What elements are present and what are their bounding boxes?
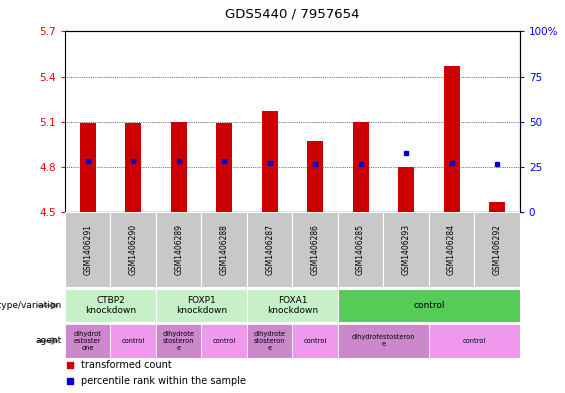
Bar (247, 289, 338, 322)
Bar (111, 212, 156, 287)
Bar (429, 324, 520, 358)
Bar (156, 289, 247, 322)
Bar (353, 122, 368, 212)
Text: GSM1406285: GSM1406285 (356, 224, 365, 275)
Bar (65, 289, 156, 322)
Text: transformed count: transformed count (81, 360, 172, 371)
Text: GSM1406292: GSM1406292 (493, 224, 502, 275)
Text: agent: agent (36, 336, 62, 345)
Text: dihydrot
estoster
one: dihydrot estoster one (74, 331, 102, 351)
Text: percentile rank within the sample: percentile rank within the sample (81, 376, 246, 386)
Text: control: control (212, 338, 236, 344)
Text: control: control (413, 301, 445, 310)
Text: GSM1406293: GSM1406293 (402, 224, 411, 275)
Text: genotype/variation: genotype/variation (0, 301, 62, 310)
Text: GSM1406289: GSM1406289 (174, 224, 183, 275)
Bar (247, 324, 293, 358)
Bar (65, 324, 111, 358)
Bar (65, 212, 111, 287)
Bar (262, 111, 277, 212)
Bar (216, 123, 232, 212)
Text: GSM1406290: GSM1406290 (129, 224, 138, 275)
Text: GSM1406284: GSM1406284 (447, 224, 456, 275)
Text: FOXA1
knockdown: FOXA1 knockdown (267, 296, 318, 315)
Bar (293, 324, 338, 358)
Bar (444, 66, 459, 212)
Bar (429, 212, 475, 287)
Text: dihydrote
stosteron
e: dihydrote stosteron e (163, 331, 195, 351)
Text: GDS5440 / 7957654: GDS5440 / 7957654 (225, 8, 360, 21)
Bar (384, 212, 429, 287)
Text: control: control (303, 338, 327, 344)
Bar (307, 141, 323, 212)
Bar (80, 123, 95, 212)
Text: GSM1406288: GSM1406288 (220, 224, 229, 275)
Bar (293, 212, 338, 287)
Bar (156, 212, 202, 287)
Bar (125, 123, 141, 212)
Bar (398, 167, 414, 212)
Bar (171, 122, 186, 212)
Text: FOXP1
knockdown: FOXP1 knockdown (176, 296, 227, 315)
Text: dihydrotestosteron
e: dihydrotestosteron e (351, 334, 415, 347)
Text: dihydrote
stosteron
e: dihydrote stosteron e (254, 331, 286, 351)
Text: GSM1406291: GSM1406291 (83, 224, 92, 275)
Bar (202, 212, 247, 287)
Text: control: control (463, 338, 486, 344)
Bar (202, 324, 247, 358)
Bar (156, 324, 202, 358)
Text: GSM1406287: GSM1406287 (265, 224, 274, 275)
Bar (338, 212, 384, 287)
Text: control: control (121, 338, 145, 344)
Text: GSM1406286: GSM1406286 (311, 224, 320, 275)
Text: CTBP2
knockdown: CTBP2 knockdown (85, 296, 136, 315)
Bar (247, 212, 293, 287)
Bar (338, 289, 520, 322)
Bar (338, 324, 429, 358)
Bar (475, 212, 520, 287)
Bar (111, 324, 156, 358)
Bar (489, 202, 505, 212)
